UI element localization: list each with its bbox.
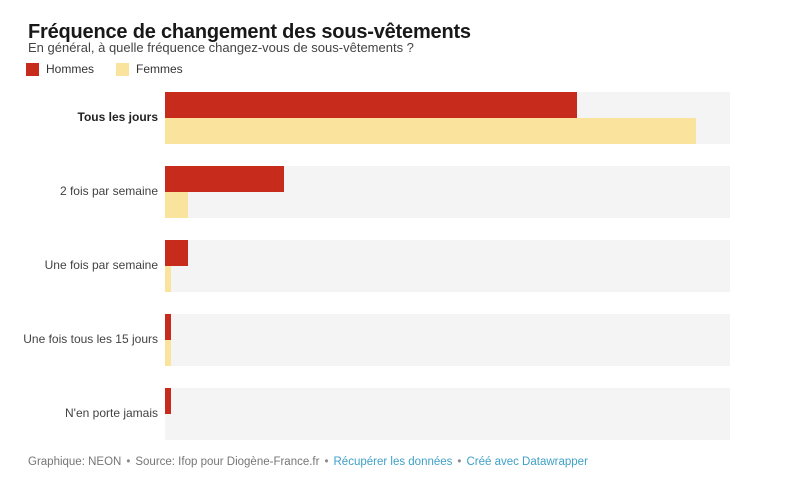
bar-hommes[interactable] xyxy=(165,314,171,340)
chart-row: Tous les jours xyxy=(0,92,730,144)
datawrapper-credit-link[interactable]: Créé avec Datawrapper xyxy=(466,456,588,468)
category-label: N'en porte jamais xyxy=(65,406,158,421)
chart-legend: Hommes Femmes xyxy=(26,62,183,76)
bar-track xyxy=(165,314,730,366)
bar-chart: Tous les jours 2 fois par semaine Une fo… xyxy=(0,92,730,462)
footer-separator: • xyxy=(126,456,131,468)
chart-footer: Graphique: NEON • Source: Ifop pour Diog… xyxy=(28,456,588,468)
chart-row: N'en porte jamais xyxy=(0,388,730,440)
legend-swatch-icon xyxy=(116,62,130,76)
legend-item: Femmes xyxy=(116,62,183,76)
legend-label: Hommes xyxy=(46,62,95,76)
source-text: Source: Ifop pour Diogène-France.fr xyxy=(135,456,320,468)
legend-swatch-icon xyxy=(26,62,39,76)
get-data-link[interactable]: Récupérer les données xyxy=(333,456,453,468)
bar-hommes[interactable] xyxy=(165,388,171,414)
bar-femmes[interactable] xyxy=(165,192,188,218)
chart-row: 2 fois par semaine xyxy=(0,166,730,218)
bar-track xyxy=(165,166,730,218)
page-title: Fréquence de changement des sous-vêtemen… xyxy=(28,21,471,44)
bar-track xyxy=(165,240,730,292)
legend-label: Femmes xyxy=(136,62,183,76)
category-label: Tous les jours xyxy=(77,110,158,125)
legend-item: Hommes xyxy=(26,62,94,76)
bar-hommes[interactable] xyxy=(165,92,578,118)
chart-subtitle: En général, à quelle fréquence changez-v… xyxy=(28,40,414,55)
chart-row: Une fois tous les 15 jours xyxy=(0,314,730,366)
bar-track xyxy=(165,388,730,440)
footer-separator: • xyxy=(324,456,329,468)
bar-hommes[interactable] xyxy=(165,240,188,266)
bar-femmes[interactable] xyxy=(165,266,171,292)
attribution-text: Graphique: NEON xyxy=(28,456,122,468)
bar-femmes[interactable] xyxy=(165,340,171,366)
chart-row: Une fois par semaine xyxy=(0,240,730,292)
category-label: Une fois par semaine xyxy=(44,258,158,273)
footer-separator: • xyxy=(457,456,462,468)
bar-femmes[interactable] xyxy=(165,118,697,144)
category-label: 2 fois par semaine xyxy=(59,184,158,199)
bar-track xyxy=(165,92,730,144)
bar-hommes[interactable] xyxy=(165,166,284,192)
category-label: Une fois tous les 15 jours xyxy=(23,332,158,347)
